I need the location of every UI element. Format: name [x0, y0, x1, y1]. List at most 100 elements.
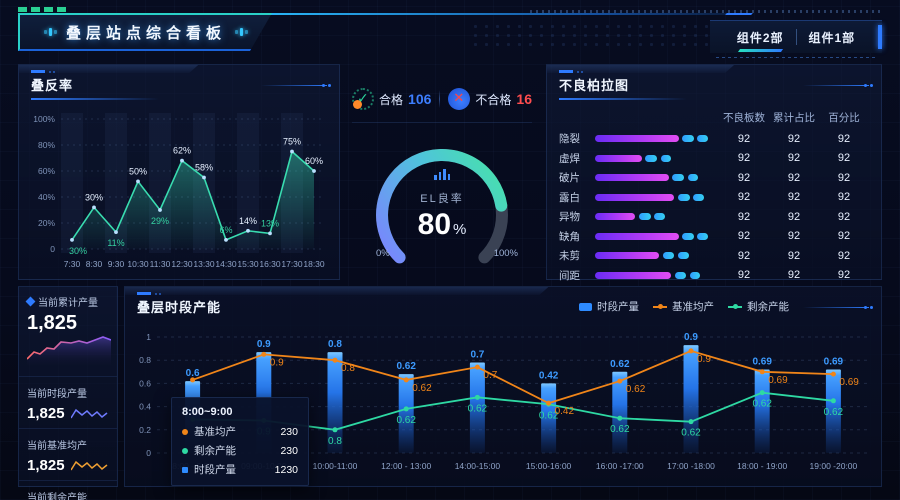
legend-item-line[interactable]: 剩余产能	[728, 299, 789, 314]
stat-label: 当前剩余产能	[27, 493, 87, 500]
page-title-box: 叠层站点综合看板	[18, 13, 272, 51]
line-legend-icon	[653, 304, 667, 309]
gauge-value-number: 80	[417, 208, 452, 241]
svg-text:0.8: 0.8	[328, 339, 342, 350]
svg-text:12:00 - 13:00: 12:00 - 13:00	[381, 461, 431, 471]
point-label: 30%	[69, 246, 87, 256]
defect-value: 92	[787, 171, 801, 184]
point-label: 13%	[261, 218, 279, 228]
bar[interactable]	[398, 374, 414, 453]
panel-quality: 合格 106 不合格 16 EL良率 80% 0% 100%	[346, 64, 538, 280]
tab-component-1[interactable]: 组件1部	[797, 25, 868, 50]
stat-sparkline	[71, 460, 108, 471]
svg-text:18:00 - 19:00: 18:00 - 19:00	[737, 461, 787, 471]
defect-value: 92	[737, 269, 751, 282]
fail-stat: 不合格 16	[448, 88, 532, 110]
svg-text:11:30: 11:30	[150, 259, 171, 269]
defect-bar	[595, 154, 713, 162]
svg-text:15:00-16:00: 15:00-16:00	[526, 461, 572, 471]
header-tabs: 组件2部 组件1部	[710, 20, 882, 58]
defect-bar	[595, 135, 713, 143]
gauge-value-unit: %	[453, 221, 467, 238]
bar[interactable]	[469, 362, 485, 453]
panel-pareto-title: 不良柏拉图	[559, 78, 630, 93]
svg-text:0.62: 0.62	[681, 428, 701, 439]
pareto-row[interactable]: 未剪 92 92 92	[547, 246, 881, 266]
defect-value: 92	[737, 132, 751, 145]
tooltip-row: 基准均产 230	[182, 424, 298, 439]
defect-label: 间距	[559, 269, 580, 282]
defect-value: 92	[787, 132, 801, 145]
svg-text:19:00 -20:00: 19:00 -20:00	[810, 461, 858, 471]
stat-block: 当前时段产量 1,825	[19, 376, 117, 428]
svg-text:0.62: 0.62	[626, 384, 646, 395]
defect-value: 92	[737, 191, 751, 204]
defect-value: 92	[837, 249, 851, 262]
svg-text:15:30: 15:30	[237, 259, 259, 269]
pareto-row[interactable]: 间距 92 92 92	[547, 266, 881, 286]
stat-sparkline	[71, 408, 108, 419]
fold-rate-chart[interactable]: 100% 80% 60% 40% 20% 0 30% 7:30 30% 8:30 11% 9:30 50…	[25, 107, 335, 283]
capacity-chart[interactable]: 10.80.60.40.200.60.9 0.80.620.70.420.620.…	[129, 329, 877, 485]
bar[interactable]	[612, 371, 628, 453]
svg-text:0.9: 0.9	[257, 339, 271, 350]
svg-text:100%: 100%	[33, 114, 55, 124]
panel-deco-line	[261, 83, 331, 87]
svg-text:0.62: 0.62	[412, 383, 432, 394]
defect-label: 异物	[559, 211, 580, 224]
circle-marker-icon	[182, 428, 188, 435]
stat-label: 当前基准均产	[27, 441, 87, 452]
legend-label: 剩余产能	[747, 301, 789, 313]
svg-text:17:00 -18:00: 17:00 -18:00	[667, 461, 715, 471]
gauge-arc	[376, 148, 508, 264]
defect-value: 92	[837, 269, 851, 282]
pass-stat: 合格 106	[352, 88, 431, 110]
el-yield-gauge[interactable]: EL良率 80% 0% 100%	[352, 127, 532, 267]
pareto-row[interactable]: 虚焊 92 92 92	[547, 149, 881, 169]
panel-capacity-header: 叠层时段产能 时段产量 基准均产 剩余产能	[125, 287, 881, 325]
defect-label: 缺角	[559, 230, 580, 243]
pareto-row[interactable]: 异物 92 92 92	[547, 207, 881, 227]
svg-text:0.8: 0.8	[328, 436, 342, 447]
svg-text:16:00 -17:00: 16:00 -17:00	[596, 461, 644, 471]
panel-pareto-header: 不良柏拉图	[547, 65, 881, 103]
defect-value: 92	[737, 171, 751, 184]
tooltip-series-value: 230	[280, 444, 298, 457]
panel-deco-line	[803, 83, 873, 87]
tooltip-row: 时段产量 1230	[182, 462, 298, 477]
panel-stats: 当前累计产量 1,825 当前时段产量 1,825 当前基准均产 1,825 当前剩余产能1…	[18, 286, 118, 500]
panel-dash-icon	[559, 70, 579, 73]
bar[interactable]	[825, 369, 841, 453]
vertical-divider	[439, 90, 441, 108]
tab-component-2[interactable]: 组件2部	[725, 25, 796, 52]
stat-value: 1,825	[27, 404, 65, 422]
stat-block: 当前累计产量 1,825	[19, 287, 117, 376]
pareto-row[interactable]: 隐裂 92 92 92	[547, 129, 881, 149]
svg-text:1: 1	[146, 332, 151, 342]
panel-dash-icon	[31, 70, 51, 73]
svg-text:16:30: 16:30	[259, 259, 281, 269]
defect-label: 未剪	[559, 250, 580, 263]
panel-deco-line	[803, 305, 873, 309]
legend-item-line[interactable]: 基准均产	[653, 299, 714, 314]
defect-bar	[595, 193, 713, 201]
gauge-max-label: 100%	[493, 248, 518, 259]
legend-item-bar[interactable]: 时段产量	[579, 299, 639, 314]
defect-value: 92	[837, 210, 851, 223]
pareto-row[interactable]: 缺角 92 92 92	[547, 227, 881, 247]
gauge-min-label: 0%	[376, 248, 390, 259]
bar[interactable]	[683, 345, 699, 453]
defect-value: 92	[737, 230, 751, 243]
svg-text:0.9: 0.9	[684, 332, 698, 343]
bar[interactable]	[754, 369, 770, 453]
pareto-row[interactable]: 露白 92 92 92	[547, 188, 881, 208]
gauge-label: EL良率	[420, 193, 464, 205]
svg-text:0.7: 0.7	[483, 370, 497, 381]
pareto-row[interactable]: 破片 92 92 92	[547, 168, 881, 188]
panel-fold-rate-title: 叠反率	[31, 78, 74, 93]
svg-text:8:30: 8:30	[86, 259, 103, 269]
svg-text:0.2: 0.2	[139, 425, 151, 435]
pareto-column-headers: 不良板数 累计占比 百分比	[547, 105, 881, 129]
point-label: 75%	[283, 137, 301, 147]
